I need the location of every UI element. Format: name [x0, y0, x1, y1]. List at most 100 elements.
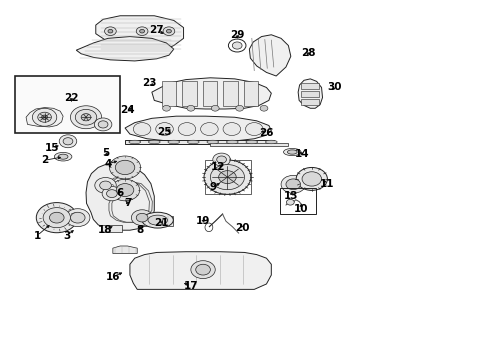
Circle shape — [102, 186, 122, 201]
Bar — [301, 91, 318, 97]
Circle shape — [81, 114, 91, 121]
Text: 14: 14 — [294, 149, 309, 159]
Circle shape — [203, 125, 215, 134]
Ellipse shape — [129, 140, 141, 144]
Circle shape — [206, 127, 212, 131]
Text: 16: 16 — [105, 272, 120, 282]
Text: 1: 1 — [34, 231, 41, 240]
Circle shape — [110, 179, 140, 201]
Text: 11: 11 — [320, 179, 334, 189]
Ellipse shape — [265, 140, 277, 144]
Bar — [279, 188, 316, 214]
Ellipse shape — [283, 148, 301, 156]
Polygon shape — [142, 216, 173, 226]
Polygon shape — [76, 37, 173, 61]
Text: 20: 20 — [234, 224, 249, 233]
Circle shape — [158, 125, 170, 134]
Ellipse shape — [148, 140, 160, 144]
Polygon shape — [101, 225, 122, 232]
Circle shape — [251, 127, 257, 131]
Circle shape — [232, 42, 242, 49]
Text: 23: 23 — [142, 78, 156, 88]
Text: 22: 22 — [64, 93, 79, 103]
Circle shape — [162, 105, 170, 111]
Circle shape — [116, 184, 134, 197]
Ellipse shape — [245, 140, 257, 144]
Ellipse shape — [167, 140, 179, 144]
Circle shape — [166, 30, 171, 33]
Ellipse shape — [58, 154, 68, 159]
Circle shape — [32, 108, 57, 126]
Text: 21: 21 — [154, 218, 168, 228]
Polygon shape — [86, 163, 154, 230]
Polygon shape — [113, 246, 137, 253]
Text: 7: 7 — [123, 198, 131, 208]
Circle shape — [136, 27, 148, 36]
Polygon shape — [249, 35, 290, 76]
Bar — [15, 76, 120, 134]
Circle shape — [41, 115, 47, 120]
Circle shape — [136, 213, 148, 222]
Text: 17: 17 — [183, 281, 198, 291]
Polygon shape — [96, 16, 183, 54]
Polygon shape — [125, 116, 271, 142]
Text: 2: 2 — [41, 155, 48, 165]
Circle shape — [296, 167, 327, 190]
Circle shape — [98, 121, 108, 128]
Text: 8: 8 — [136, 225, 143, 235]
Text: 5: 5 — [102, 148, 109, 158]
Circle shape — [210, 165, 244, 190]
Circle shape — [235, 105, 243, 111]
Circle shape — [49, 212, 64, 223]
Ellipse shape — [187, 140, 199, 144]
Text: 19: 19 — [196, 216, 210, 226]
Circle shape — [75, 109, 97, 125]
Circle shape — [285, 179, 300, 190]
Circle shape — [156, 123, 173, 135]
Circle shape — [133, 123, 151, 135]
Text: 15: 15 — [44, 143, 59, 153]
Polygon shape — [298, 79, 322, 108]
Circle shape — [260, 105, 267, 111]
Circle shape — [115, 160, 135, 175]
Polygon shape — [210, 143, 288, 145]
Circle shape — [38, 112, 51, 122]
Polygon shape — [125, 140, 273, 144]
Circle shape — [59, 135, 77, 148]
Bar — [204, 160, 250, 194]
Circle shape — [100, 181, 111, 190]
Circle shape — [70, 106, 102, 129]
Ellipse shape — [54, 152, 72, 161]
Circle shape — [131, 210, 153, 226]
Text: 13: 13 — [283, 191, 298, 201]
Circle shape — [43, 208, 70, 228]
Circle shape — [190, 261, 215, 279]
Polygon shape — [182, 81, 196, 107]
Polygon shape — [130, 252, 271, 289]
Circle shape — [181, 125, 192, 134]
Circle shape — [302, 172, 321, 186]
Circle shape — [281, 175, 305, 193]
Ellipse shape — [287, 150, 297, 154]
Polygon shape — [161, 81, 176, 107]
Text: 12: 12 — [210, 162, 224, 172]
Ellipse shape — [226, 140, 238, 144]
Text: 28: 28 — [300, 48, 314, 58]
Polygon shape — [223, 81, 237, 107]
Circle shape — [212, 153, 230, 166]
Circle shape — [36, 203, 77, 233]
Circle shape — [106, 190, 117, 198]
Circle shape — [216, 156, 226, 163]
Circle shape — [200, 123, 218, 135]
Text: 24: 24 — [120, 105, 135, 115]
Text: 18: 18 — [98, 225, 113, 235]
Polygon shape — [202, 81, 217, 107]
Text: 26: 26 — [259, 128, 273, 138]
Ellipse shape — [148, 215, 167, 225]
Text: 10: 10 — [293, 204, 307, 214]
Circle shape — [65, 209, 90, 226]
Circle shape — [228, 127, 234, 131]
Circle shape — [183, 127, 189, 131]
Circle shape — [178, 123, 195, 135]
Circle shape — [203, 160, 250, 194]
